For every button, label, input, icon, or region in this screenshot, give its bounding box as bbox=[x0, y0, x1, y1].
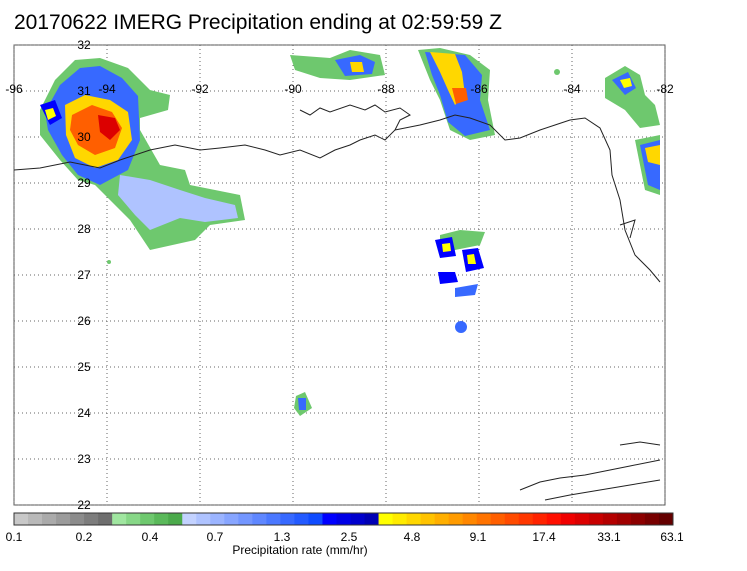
colorbar-swatch bbox=[168, 513, 183, 525]
colorbar-tick: 33.1 bbox=[597, 530, 621, 544]
colorbar-swatch bbox=[420, 513, 436, 525]
colorbar-tick: 4.8 bbox=[403, 530, 421, 544]
colorbar-swatch bbox=[252, 513, 267, 525]
lon-tick-label: -90 bbox=[284, 82, 302, 96]
lat-tick-label: 24 bbox=[77, 406, 91, 420]
colorbar-swatch bbox=[266, 513, 281, 525]
lon-tick-label: -82 bbox=[656, 82, 674, 96]
colorbar-swatch bbox=[238, 513, 253, 525]
lat-tick-label: 28 bbox=[77, 222, 91, 236]
lon-tick-label: -96 bbox=[5, 82, 23, 96]
colorbar-swatch bbox=[378, 513, 394, 525]
colorbar-swatch bbox=[322, 513, 337, 525]
lat-tick-label: 31 bbox=[77, 84, 91, 98]
colorbar-tick: 63.1 bbox=[660, 530, 684, 544]
colorbar-swatch bbox=[504, 513, 520, 525]
colorbar-swatch bbox=[518, 513, 534, 525]
colorbar-swatch bbox=[546, 513, 562, 525]
colorbar-swatch bbox=[42, 513, 57, 525]
colorbar-swatch bbox=[630, 513, 646, 525]
colorbar-swatch bbox=[364, 513, 380, 525]
colorbar-tick: 2.5 bbox=[340, 530, 358, 544]
colorbar-swatch bbox=[406, 513, 422, 525]
colorbar-swatch bbox=[84, 513, 99, 525]
colorbar-swatch bbox=[112, 513, 127, 525]
lat-tick-label: 32 bbox=[77, 38, 91, 52]
colorbar-swatch bbox=[308, 513, 323, 525]
colorbar-swatch bbox=[210, 513, 225, 525]
colorbar-swatch bbox=[28, 513, 43, 525]
colorbar-swatch bbox=[490, 513, 506, 525]
colorbar-tick: 1.3 bbox=[273, 530, 291, 544]
colorbar-swatch bbox=[182, 513, 197, 525]
lon-tick-label: -88 bbox=[377, 82, 395, 96]
colorbar-label: Precipitation rate (mm/hr) bbox=[232, 543, 368, 557]
colorbar-swatch bbox=[14, 513, 29, 525]
colorbar-swatch bbox=[294, 513, 309, 525]
lon-tick-label: -84 bbox=[563, 82, 581, 96]
lat-tick-label: 22 bbox=[77, 498, 91, 512]
colorbar-swatch bbox=[616, 513, 632, 525]
colorbar-swatch bbox=[126, 513, 141, 525]
lon-tick-label: -94 bbox=[98, 82, 116, 96]
map-title: 20170622 IMERG Precipitation ending at 0… bbox=[14, 11, 502, 34]
colorbar-swatch bbox=[448, 513, 464, 525]
colorbar-tick: 9.1 bbox=[469, 530, 487, 544]
colorbar-tick: 0.7 bbox=[206, 530, 224, 544]
colorbar-swatch bbox=[588, 513, 604, 525]
colorbar-swatch bbox=[70, 513, 85, 525]
colorbar-tick: 0.4 bbox=[141, 530, 159, 544]
colorbar-swatch bbox=[336, 513, 352, 525]
colorbar bbox=[13, 512, 674, 526]
colorbar-tick: 0.1 bbox=[5, 530, 23, 544]
precip-area-extreme bbox=[98, 115, 120, 140]
colorbar-swatch bbox=[574, 513, 590, 525]
colorbar-swatch bbox=[462, 513, 478, 525]
colorbar-swatch bbox=[224, 513, 239, 525]
precip-area-light-blue bbox=[118, 175, 238, 230]
colorbar-swatch bbox=[602, 513, 618, 525]
lon-tick-label: -92 bbox=[191, 82, 209, 96]
colorbar-swatch bbox=[140, 513, 155, 525]
precipitation-areas bbox=[40, 48, 660, 416]
colorbar-swatch bbox=[434, 513, 450, 525]
colorbar-tick: 0.2 bbox=[75, 530, 93, 544]
lat-tick-label: 26 bbox=[77, 314, 91, 328]
colorbar-swatch bbox=[644, 513, 660, 525]
colorbar-frame bbox=[13, 512, 674, 526]
colorbar-swatch bbox=[196, 513, 211, 525]
lat-tick-label: 29 bbox=[77, 176, 91, 190]
lat-tick-label: 25 bbox=[77, 360, 91, 374]
coastline bbox=[13, 104, 661, 501]
lat-tick-label: 23 bbox=[77, 452, 91, 466]
colorbar-swatch bbox=[560, 513, 576, 525]
lon-tick-label: -86 bbox=[470, 82, 488, 96]
colorbar-swatch bbox=[98, 513, 113, 525]
colorbar-swatch bbox=[56, 513, 71, 525]
colorbar-swatch bbox=[658, 513, 674, 525]
colorbar-swatch bbox=[280, 513, 295, 525]
colorbar-swatch bbox=[532, 513, 548, 525]
colorbar-swatch bbox=[392, 513, 408, 525]
colorbar-swatch bbox=[476, 513, 492, 525]
lat-tick-label: 30 bbox=[77, 130, 91, 144]
lat-tick-label: 27 bbox=[77, 268, 91, 282]
colorbar-swatch bbox=[350, 513, 366, 525]
colorbar-tick: 17.4 bbox=[532, 530, 556, 544]
colorbar-swatch bbox=[154, 513, 169, 525]
